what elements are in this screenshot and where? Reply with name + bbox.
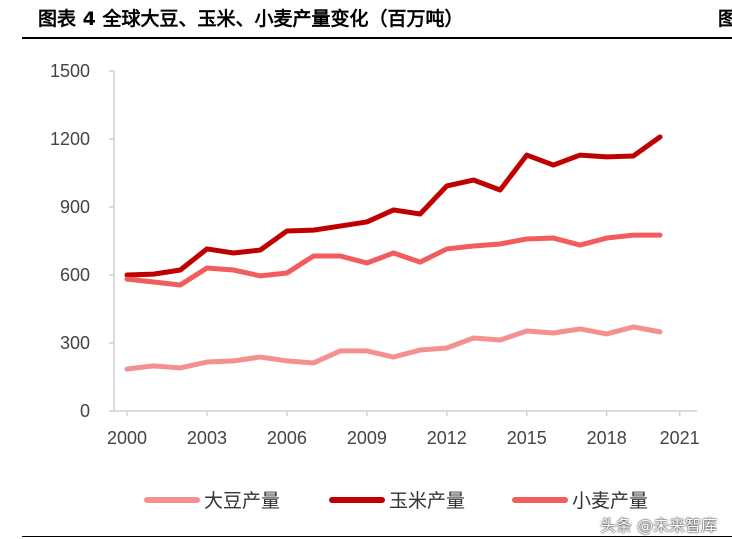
series-line-2 xyxy=(124,134,663,278)
next-title-fragment: 图 xyxy=(718,8,732,30)
chart-title: 图表 4 全球大豆、玉米、小麦产量变化（百万吨） xyxy=(38,8,464,30)
y-tick-label: 900 xyxy=(60,197,90,217)
x-tick-label: 2003 xyxy=(187,428,227,448)
y-tick-label: 1200 xyxy=(50,129,90,149)
x-tick-label: 2015 xyxy=(507,428,547,448)
x-tick-label: 2009 xyxy=(347,428,387,448)
y-tick-label: 300 xyxy=(60,333,90,353)
y-tick-label: 600 xyxy=(60,265,90,285)
x-tick-label: 2018 xyxy=(587,428,627,448)
watermark: 头条 @未来智库 xyxy=(600,516,718,535)
x-tick-label: 2000 xyxy=(107,428,147,448)
top-rule xyxy=(22,37,732,39)
y-tick-label: 1500 xyxy=(50,61,90,81)
y-tick-label: 0 xyxy=(80,401,90,421)
bottom-rule xyxy=(22,536,732,537)
series-line-3 xyxy=(124,232,663,288)
legend-label: 玉米产量 xyxy=(389,490,465,512)
x-tick-label: 2012 xyxy=(427,428,467,448)
x-tick-label: 2006 xyxy=(267,428,307,448)
series-line-1 xyxy=(124,324,663,372)
legend-label: 小麦产量 xyxy=(572,490,648,512)
x-tick-label: 2021 xyxy=(660,428,700,448)
legend-label: 大豆产量 xyxy=(204,490,280,512)
